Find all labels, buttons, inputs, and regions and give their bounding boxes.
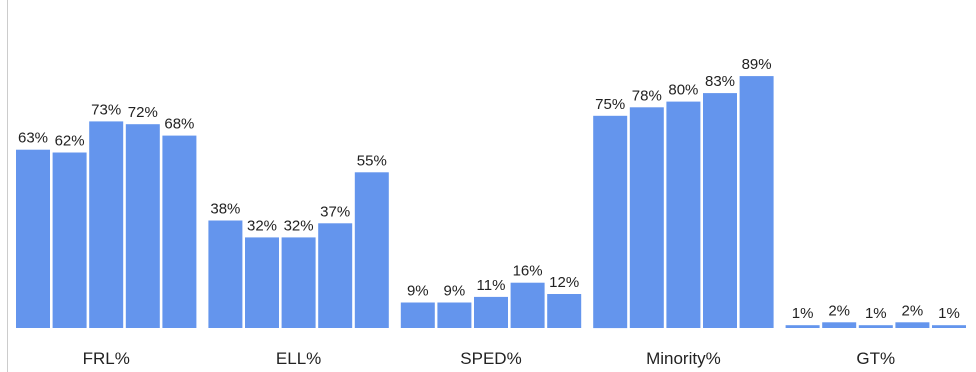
bar-ell-3 xyxy=(281,237,316,328)
data-label: 16% xyxy=(513,263,543,280)
bar-ell-2 xyxy=(245,237,279,328)
data-label: 32% xyxy=(247,217,277,234)
data-label: 12% xyxy=(549,274,579,291)
category-label: ELL% xyxy=(276,349,321,368)
data-label: 80% xyxy=(668,82,698,99)
bar-sped-1 xyxy=(400,302,435,328)
data-label: 1% xyxy=(865,305,887,322)
bar-sped-3 xyxy=(474,296,508,328)
data-label: 62% xyxy=(55,133,85,150)
data-label: 78% xyxy=(632,87,662,104)
bar-frl-5 xyxy=(162,135,197,328)
bar-minority-2 xyxy=(629,107,664,328)
bar-frl-3 xyxy=(89,121,124,329)
category-label: GT% xyxy=(856,349,895,368)
data-label: 2% xyxy=(902,302,924,319)
bar-gt-5 xyxy=(932,325,966,328)
bar-gt-4 xyxy=(895,322,930,328)
category-labels-group: FRL% ELL% SPED% Minority% GT% xyxy=(83,349,896,368)
bar-minority-3 xyxy=(666,101,701,328)
data-label: 73% xyxy=(91,101,121,118)
bar-sped-2 xyxy=(437,302,472,328)
bar-gt-2 xyxy=(822,322,857,328)
category-label: Minority% xyxy=(646,349,721,368)
data-label: 38% xyxy=(210,201,240,218)
category-label: FRL% xyxy=(83,349,130,368)
bar-minority-1 xyxy=(593,115,628,329)
bars-group xyxy=(16,76,966,329)
data-label: 72% xyxy=(128,104,158,121)
bar-sped-5 xyxy=(547,294,582,328)
bar-minority-5 xyxy=(739,76,774,328)
data-label: 37% xyxy=(320,203,350,220)
bar-ell-1 xyxy=(208,220,243,328)
bar-minority-4 xyxy=(703,93,737,328)
data-label: 63% xyxy=(18,130,48,147)
bar-frl-4 xyxy=(125,124,160,328)
bar-frl-2 xyxy=(52,152,87,328)
data-label: 83% xyxy=(705,73,735,90)
data-label: 75% xyxy=(595,96,625,113)
data-label: 32% xyxy=(284,217,314,234)
bar-gt-3 xyxy=(858,325,893,328)
category-label: SPED% xyxy=(460,349,521,368)
bar-frl-1 xyxy=(16,149,50,328)
data-label: 1% xyxy=(938,305,960,322)
data-label: 9% xyxy=(407,283,429,300)
data-label: 1% xyxy=(792,305,814,322)
data-label: 2% xyxy=(828,302,850,319)
value-labels-group: 63% 62% 73% 72% 68% 38% 32% 32% 37% 55% 9% 9% 11% 16%… xyxy=(18,56,960,322)
data-label: 55% xyxy=(357,152,387,169)
data-label: 9% xyxy=(444,283,466,300)
bar-gt-1 xyxy=(785,325,820,328)
bar-sped-4 xyxy=(510,282,545,328)
data-label: 11% xyxy=(477,277,506,294)
data-label: 89% xyxy=(742,56,772,73)
bar-ell-4 xyxy=(318,223,353,328)
bar-ell-5 xyxy=(354,172,389,328)
data-label: 68% xyxy=(164,116,194,133)
